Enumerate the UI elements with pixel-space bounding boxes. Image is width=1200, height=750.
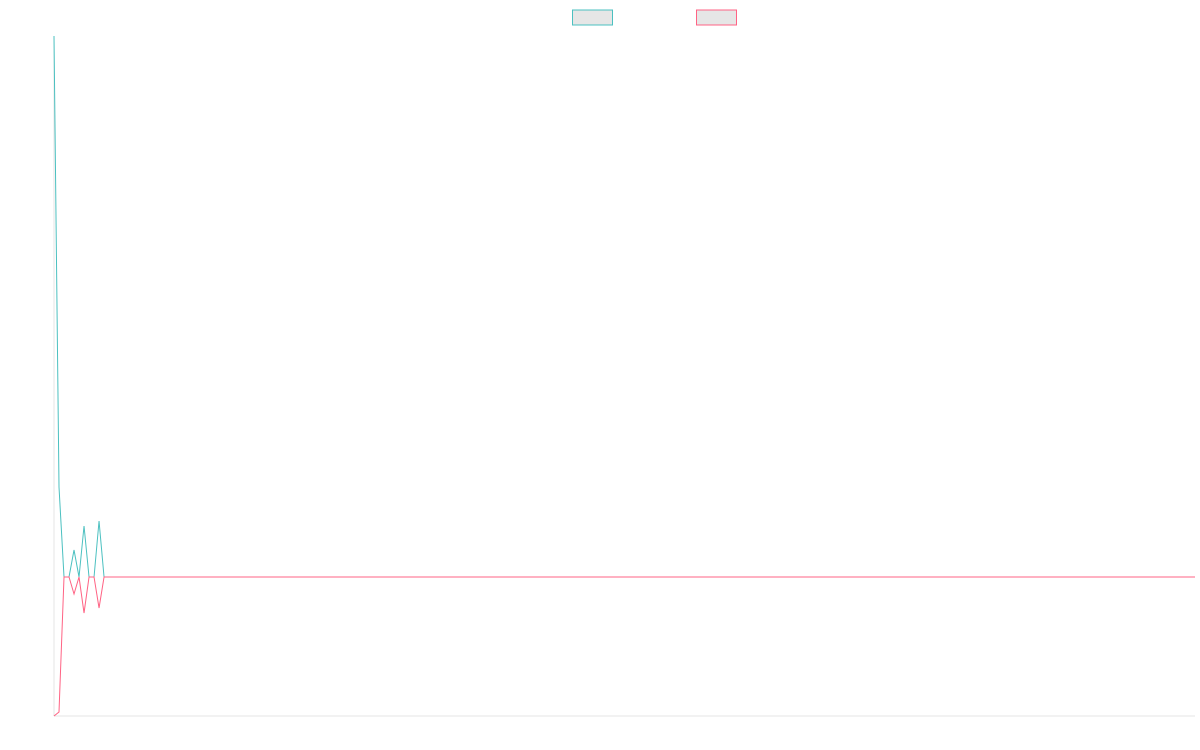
series-line (53, 576, 1195, 717)
series-line (53, 35, 1195, 578)
legend-swatch (696, 9, 737, 26)
legend-swatch (572, 9, 613, 26)
